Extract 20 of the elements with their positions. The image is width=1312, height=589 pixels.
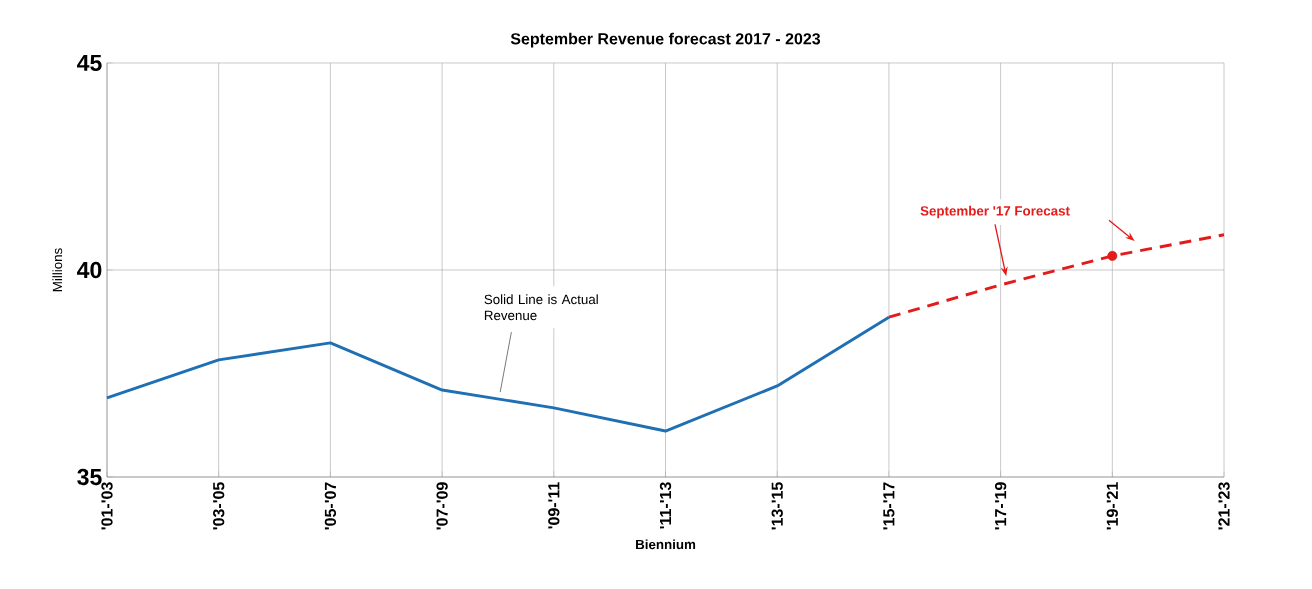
chart-title: September Revenue forecast 2017 - 2023 <box>510 32 821 48</box>
y-tick-label: 40 <box>77 261 102 279</box>
x-tick-label: '13-'15 <box>771 482 783 530</box>
x-tick-label: '01-'03 <box>101 482 113 530</box>
x-tick-label: '11-'13 <box>659 482 672 529</box>
x-tick-label: '09-'11 <box>548 482 560 529</box>
annotation: Solid Line is Actual Revenue <box>484 294 598 321</box>
x-tick-label: '05-'07 <box>324 482 337 530</box>
x-tick-label: '19-'21 <box>1106 482 1118 530</box>
line-series <box>887 233 1226 319</box>
x-tick-label: '03-'05 <box>213 482 225 530</box>
y-axis-title: Millions <box>52 248 63 292</box>
x-tick-label: '21-'23 <box>1218 482 1230 530</box>
x-tick-label: '17-'19 <box>994 482 1007 530</box>
y-tick-label: 35 <box>77 468 102 486</box>
x-tick-label: '15-'17 <box>883 482 895 530</box>
x-axis-title: Biennium <box>636 539 696 550</box>
annotation: September '17 Forecast <box>920 205 1070 219</box>
y-tick-label: 45 <box>77 54 102 72</box>
x-tick-label: '07-'09 <box>436 482 448 530</box>
